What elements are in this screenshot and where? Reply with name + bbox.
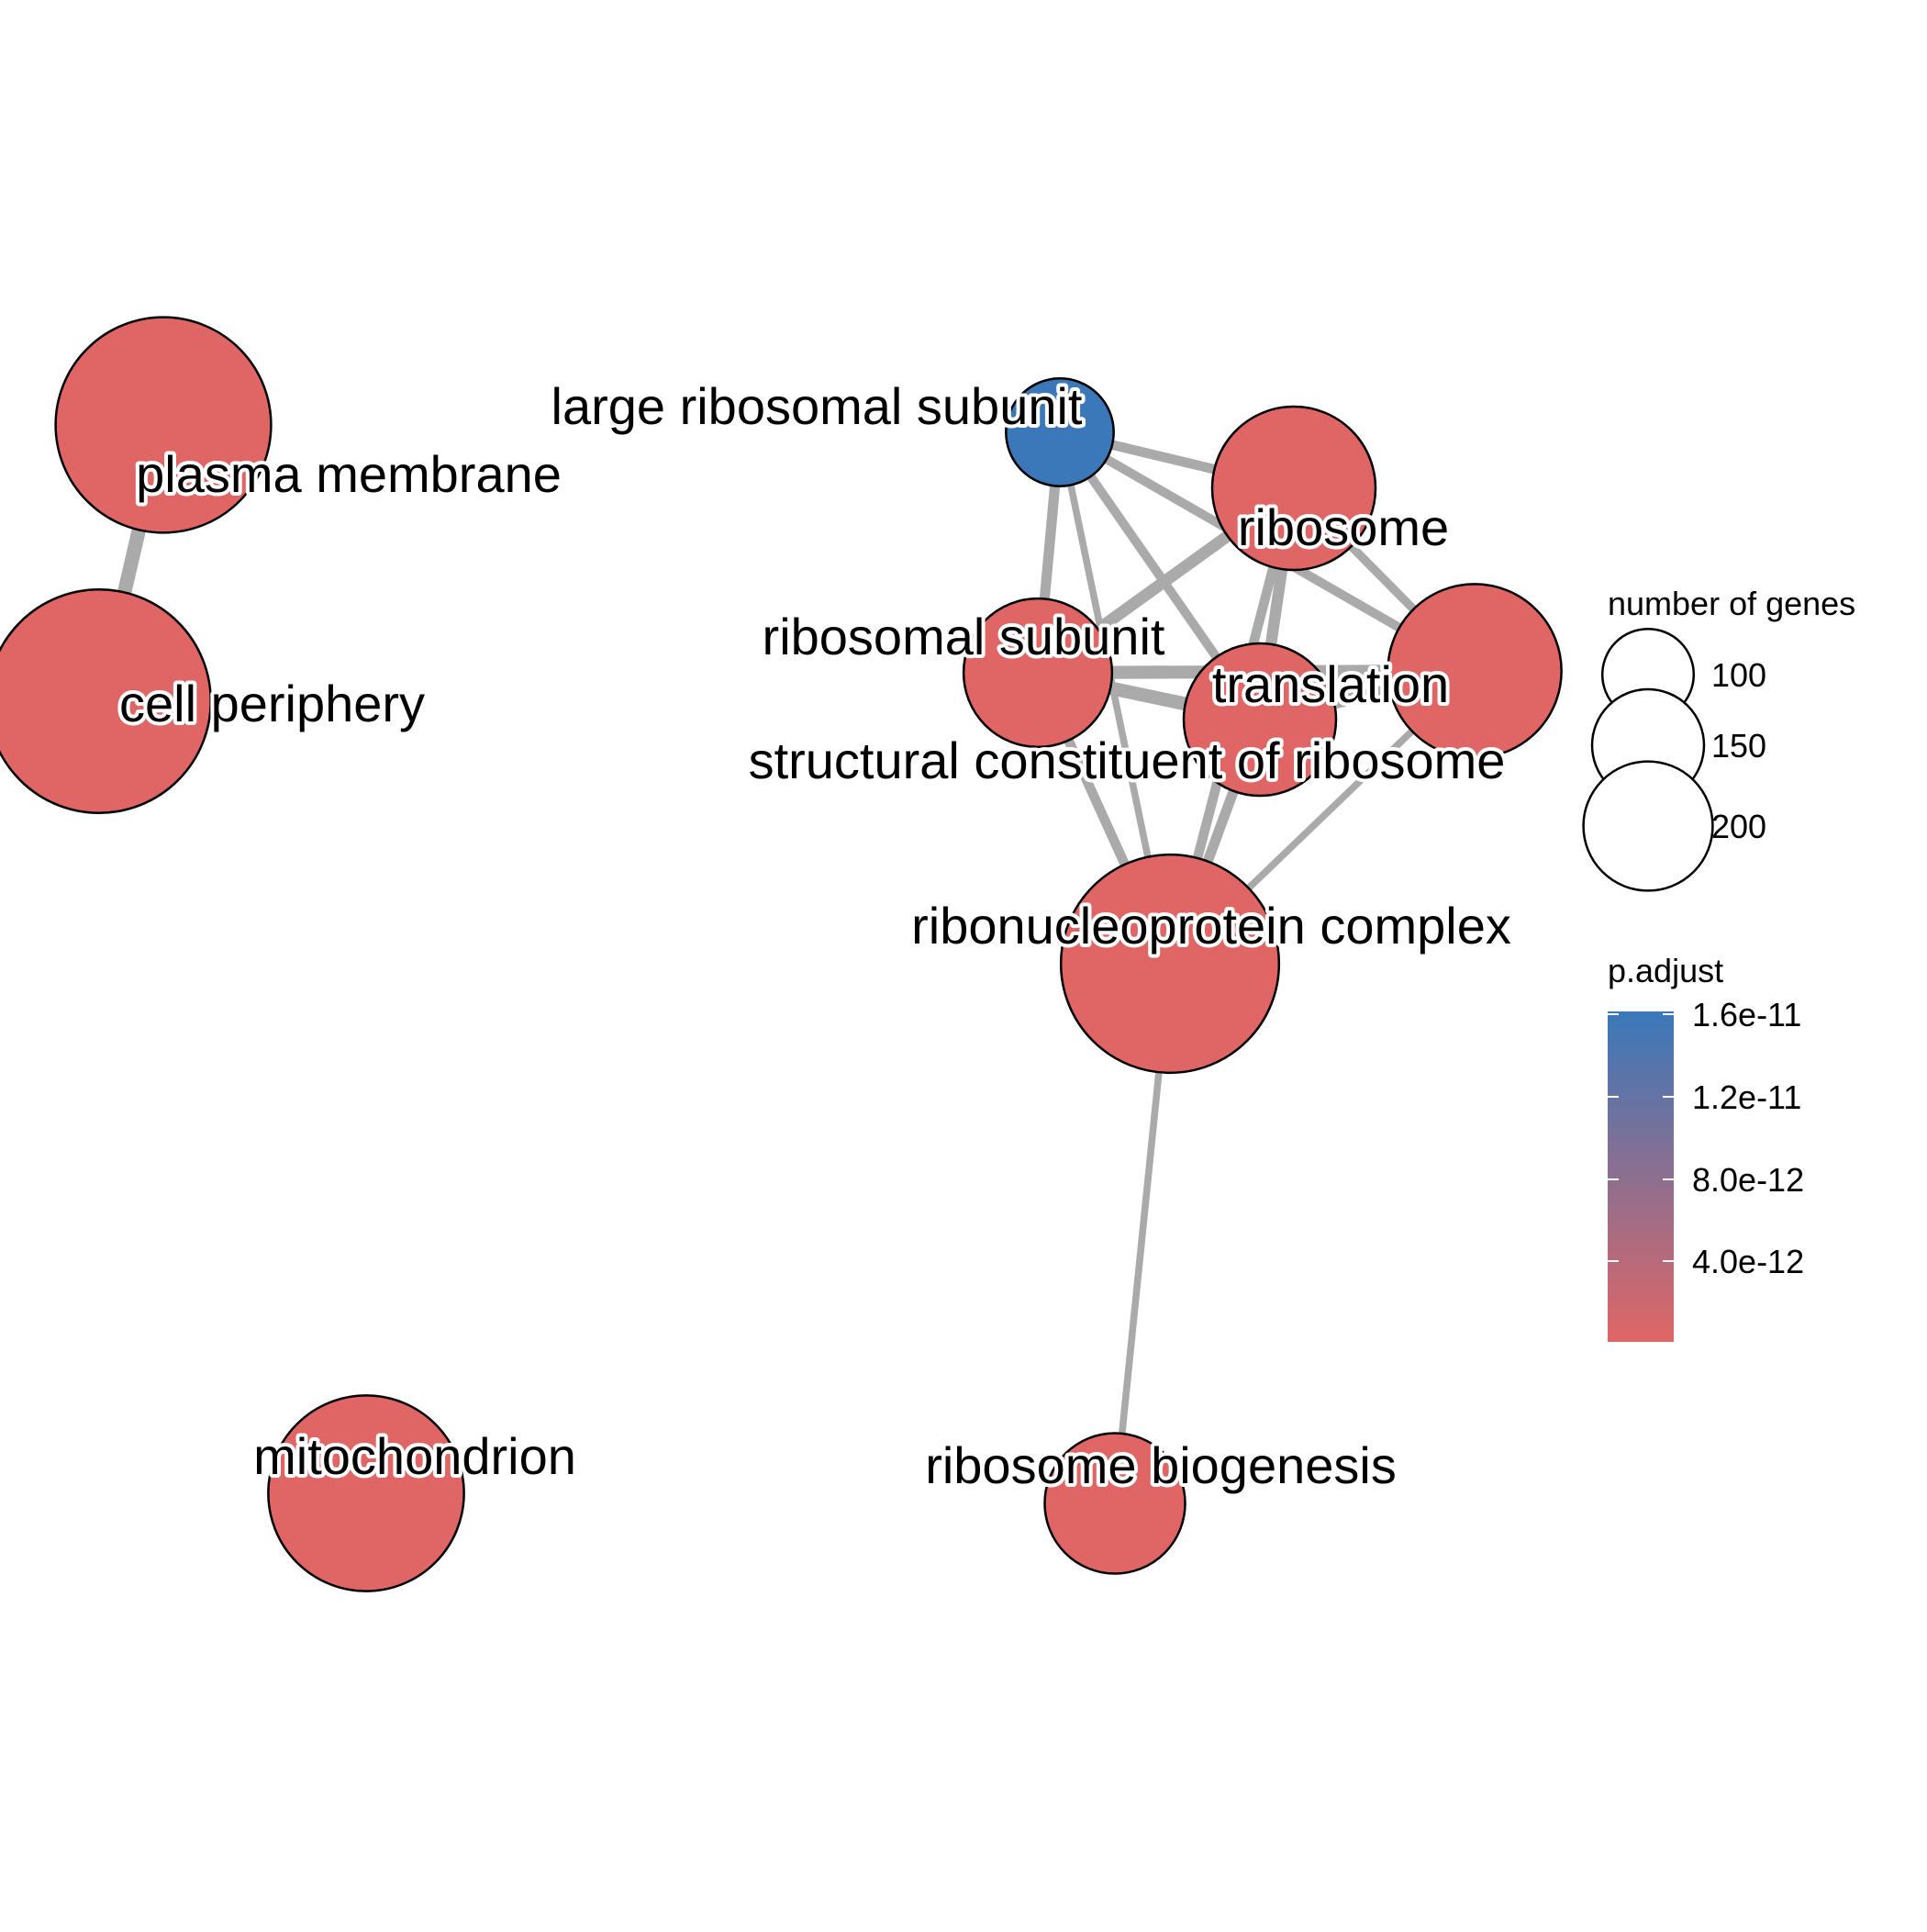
color-tick-label-1: 1.2e-11 <box>1692 1078 1801 1116</box>
size-key-label-150: 150 <box>1711 727 1766 765</box>
color-legend-ticks: 1.6e-11 1.2e-11 8.0e-12 4.0e-12 <box>1608 996 1804 1280</box>
node-label-mitochondrion: mitochondrion <box>253 1427 576 1485</box>
node-label-cell-periphery: cell periphery <box>119 675 425 732</box>
node-label-ribosome: ribosome <box>1238 498 1449 556</box>
color-tick-label-3: 4.0e-12 <box>1692 1243 1804 1280</box>
node-label-structural-constituent: structural constituent of ribosome <box>749 731 1506 789</box>
nodes-layer <box>0 316 1563 1592</box>
node-ribosomal-subunit <box>962 597 1114 749</box>
node-ribosome <box>1210 405 1377 572</box>
node-cell-periphery <box>0 588 212 814</box>
size-legend-title: number of genes <box>1608 585 1855 622</box>
color-tick-label-0: 1.6e-11 <box>1692 996 1801 1033</box>
node-ribosome-biogenesis <box>1043 1432 1186 1575</box>
size-key-label-100: 100 <box>1711 656 1766 694</box>
legend: number of genes 100 150 200 p.adjust 1.6e-… <box>1582 585 1855 1342</box>
node-label-large-ribosomal-subunit: large ribosomal subunit <box>551 377 1083 435</box>
size-key-label-200: 200 <box>1711 808 1766 845</box>
node-ribonucleoprotein-complex <box>1059 853 1281 1075</box>
node-label-plasma-membrane: plasma membrane <box>136 445 562 503</box>
size-key-200 <box>1582 760 1714 892</box>
node-plasma-membrane <box>54 316 273 534</box>
node-label-translation: translation <box>1212 655 1449 713</box>
node-label-ribonucleoprotein-complex: ribonucleoprotein complex <box>911 897 1511 955</box>
node-large-ribosomal-subunit <box>1005 377 1115 487</box>
node-label-ribosome-biogenesis: ribosome biogenesis <box>925 1436 1397 1494</box>
node-label-ribosomal-subunit: ribosomal subunit <box>763 608 1165 665</box>
node-translation <box>1387 583 1563 759</box>
node-mitochondrion <box>267 1394 465 1592</box>
labels-layer: plasma membrane cell periphery large ribos… <box>116 374 1515 1498</box>
node-structural-constituent <box>1182 642 1338 798</box>
color-legend-title: p.adjust <box>1608 952 1723 989</box>
color-legend-bar <box>1608 1011 1674 1342</box>
color-tick-label-2: 8.0e-12 <box>1692 1161 1804 1199</box>
size-legend-items: 100 150 200 <box>1582 627 1766 892</box>
